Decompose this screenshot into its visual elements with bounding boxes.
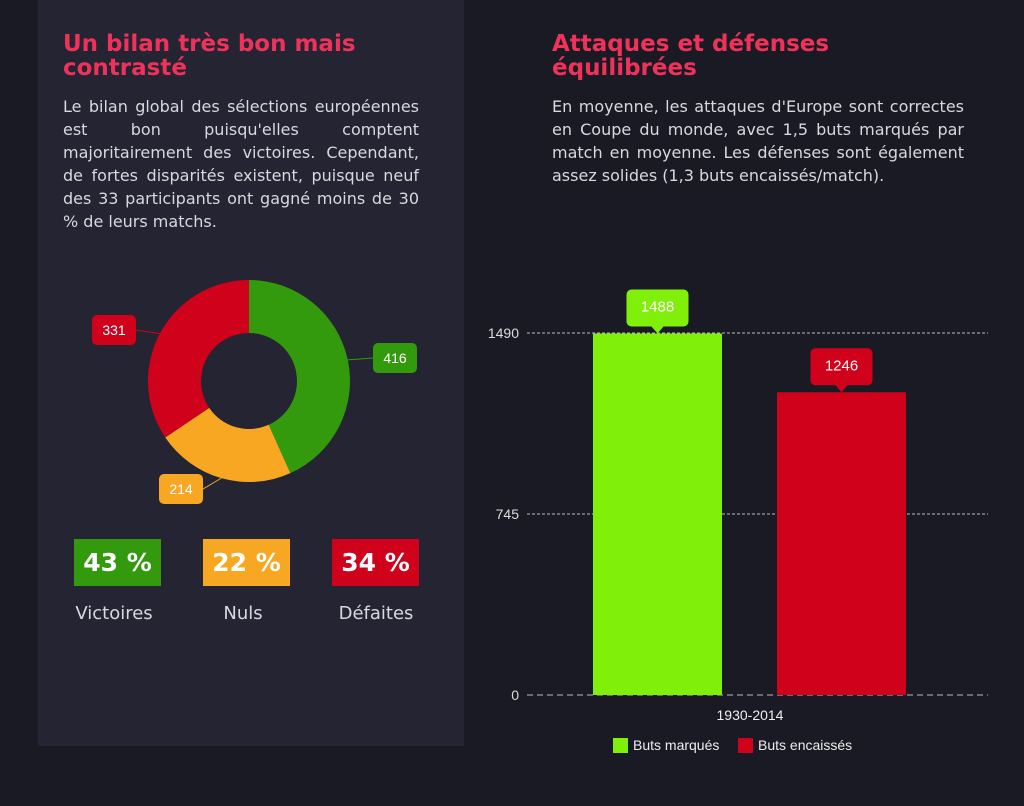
bar-1 [777, 392, 906, 695]
stat-defaites-pct: 34 % [332, 539, 419, 586]
bar-0 [593, 333, 722, 695]
bar-label-box-0 [626, 289, 689, 334]
stat-victoires-pct: 43 % [74, 539, 161, 586]
donut-slice-0 [249, 280, 351, 474]
y-tick-label: 745 [496, 506, 520, 522]
donut-label-0: 416 [383, 350, 407, 366]
legend-swatch-0 [613, 738, 628, 753]
donut-slice-2 [148, 280, 249, 438]
stat-nuls-pct: 22 % [203, 539, 290, 586]
right-title: Attaques et défenses équilibrées [552, 31, 830, 81]
y-tick-label: 0 [511, 687, 519, 703]
donut-label-box-1 [159, 474, 203, 504]
left-text: Le bilan global des sélections européenn… [63, 97, 419, 231]
donut-chart: 416 214 331 [92, 280, 417, 504]
legend-swatch-1 [738, 738, 753, 753]
left-title: Un bilan très bon mais contrasté [63, 31, 356, 81]
donut-label-box-2 [92, 315, 136, 345]
donut-label-box-0 [373, 343, 417, 373]
bar-chart: 0 745 1490 1488 Buts marqués 1246 Buts encaiss… [488, 289, 988, 753]
x-tick-label: 1930-2014 [717, 707, 784, 723]
bar-label-1: 1246 [825, 357, 858, 374]
right-text: En moyenne, les attaques d'Europe sont c… [552, 97, 964, 185]
legend-label-0: Buts marqués [633, 737, 719, 753]
stat-victoires-label: Victoires [75, 603, 153, 624]
y-tick-label: 1490 [488, 325, 519, 341]
donut-label-1: 214 [169, 481, 193, 497]
bar-label-box-1 [810, 348, 873, 393]
legend-label-1: Buts encaissés [758, 737, 852, 753]
bar-label-0: 1488 [641, 298, 674, 315]
stat-nuls-label: Nuls [223, 603, 263, 624]
donut-slice-1 [165, 407, 291, 483]
donut-label-2: 331 [102, 322, 126, 338]
stat-defaites-label: Défaites [338, 603, 414, 624]
